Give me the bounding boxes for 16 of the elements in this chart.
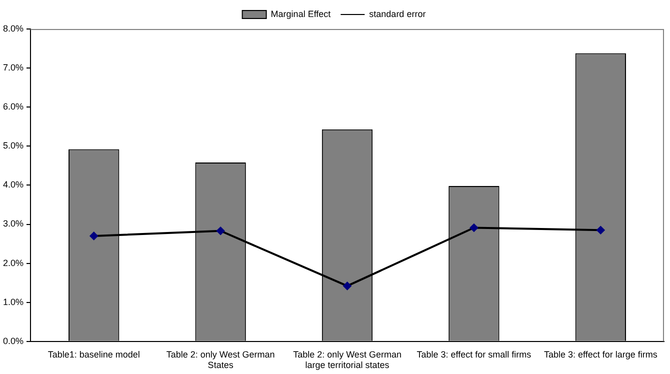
y-tick-label: 6.0% [3,102,24,112]
y-tick-label: 3.0% [3,218,24,229]
y-tick-label: 0.0% [3,336,24,346]
x-tick-label: Table 2: only West German States [166,349,275,370]
y-tick-label: 8.0% [3,23,24,34]
y-tick-label: 7.0% [3,62,24,73]
x-tick-label: Table 2: only West German large territorial states [293,349,402,370]
legend-label: standard error [369,8,426,19]
x-tick-label: Table1: baseline model [48,349,140,360]
x-tick-label: Table 3: effect for large firms [544,349,658,360]
legend-label: Marginal Effect [270,8,332,19]
y-tick-label: 4.0% [3,180,24,190]
x-tick-label: Table 3: effect for small firms [416,349,532,360]
y-tick-label: 1.0% [3,296,24,307]
y-tick-label: 2.0% [3,258,24,268]
y-tick-label: 5.0% [3,140,24,151]
